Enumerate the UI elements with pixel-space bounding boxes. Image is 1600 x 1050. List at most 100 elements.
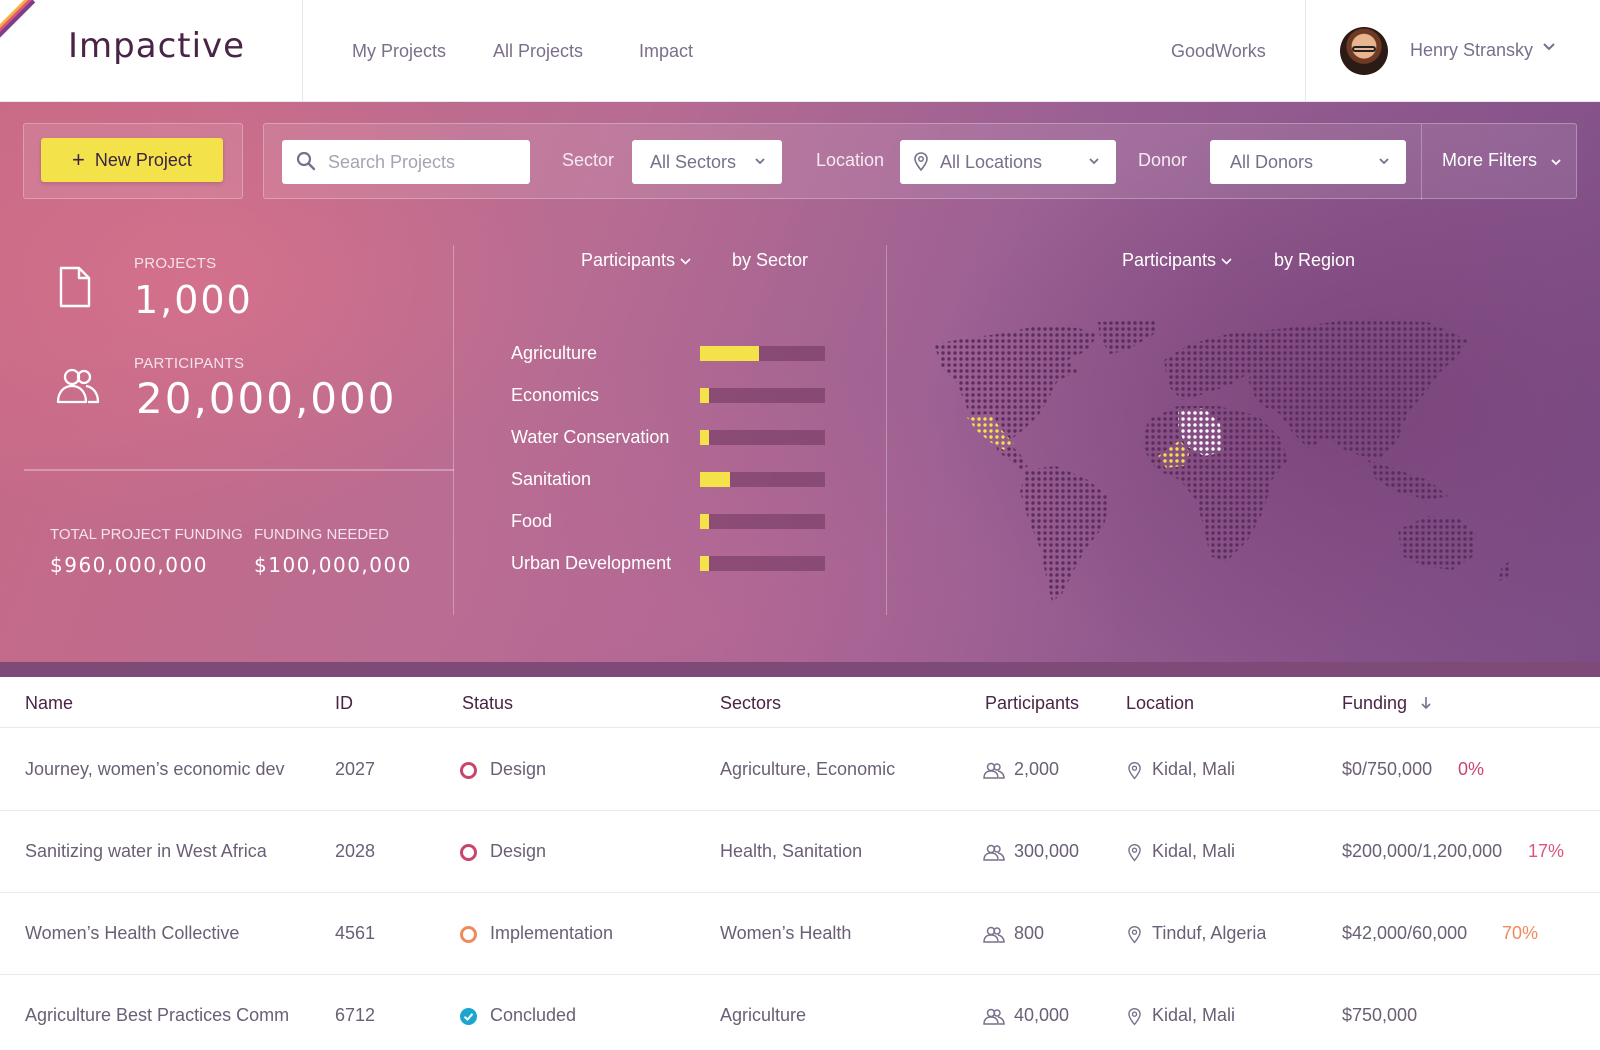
participants-icon: [983, 926, 1005, 943]
sector-bar-track[interactable]: [700, 472, 825, 487]
panel-divider: [886, 245, 887, 615]
sector-bar-label: Food: [511, 511, 553, 531]
cell-name[interactable]: Journey, women’s economic dev: [25, 759, 285, 779]
table-row[interactable]: Journey, women’s economic dev 2027 Desig…: [0, 729, 1600, 811]
map-pin-icon: [1128, 1007, 1141, 1026]
cell-id: 6712: [335, 1005, 376, 1025]
column-header-location[interactable]: Location: [1126, 693, 1195, 713]
app-logo[interactable]: Impactive: [68, 26, 246, 66]
sector-bar-track[interactable]: [700, 514, 825, 529]
map-europe[interactable]: [1164, 334, 1268, 400]
sector-bar: [700, 346, 759, 361]
top-navigation: Impactive My Projects All Projects Impac…: [0, 0, 1600, 102]
more-filters-button[interactable]: More Filters: [1421, 124, 1578, 200]
map-greenland[interactable]: [1098, 320, 1158, 354]
cell-name[interactable]: Sanitizing water in West Africa: [25, 841, 267, 861]
column-header-id[interactable]: ID: [335, 693, 353, 713]
total-funding-value: $960,000,000: [50, 553, 208, 577]
sector-bar: [700, 514, 709, 529]
sector-bar-track[interactable]: [700, 346, 825, 361]
column-header-participants[interactable]: Participants: [985, 693, 1080, 713]
search-input[interactable]: [328, 140, 524, 184]
new-project-label: New Project: [94, 149, 192, 170]
map-south-america[interactable]: [1020, 466, 1110, 602]
map-asia[interactable]: [1228, 320, 1468, 460]
region-metric-label: Participants: [1122, 250, 1217, 270]
org-link[interactable]: GoodWorks: [1171, 41, 1266, 61]
cell-participants: 2,000: [1014, 759, 1060, 779]
table-row[interactable]: Agriculture Best Practices Comm 6712 Con…: [0, 975, 1600, 1050]
cell-id: 4561: [335, 923, 376, 943]
cell-funding-percent: 17%: [1528, 841, 1565, 861]
map-highlight-mexico[interactable]: [966, 414, 1014, 450]
world-dot-map[interactable]: [928, 320, 1558, 620]
participants-icon: [983, 762, 1005, 779]
map-highlight-algeria[interactable]: [1178, 408, 1224, 456]
nav-all-projects[interactable]: All Projects: [493, 41, 584, 61]
sector-filter-label: Sector: [562, 150, 615, 170]
region-panel-title: by Region: [1274, 250, 1356, 270]
region-metric-dropdown[interactable]: Participants: [1122, 250, 1232, 271]
more-filters-label: More Filters: [1442, 150, 1538, 170]
funding-header-label: Funding: [1342, 693, 1408, 713]
projects-table-header: Name ID Status Sectors Participants Loca…: [0, 677, 1600, 728]
column-header-sectors[interactable]: Sectors: [720, 693, 782, 713]
column-header-name[interactable]: Name: [25, 693, 74, 713]
total-funding-label: TOTAL PROJECT FUNDING: [50, 526, 243, 543]
sector-metric-label: Participants: [581, 250, 676, 270]
status-ring-icon: [460, 926, 477, 943]
map-southeast-asia[interactable]: [1368, 460, 1448, 500]
status-ring-icon: [460, 844, 477, 861]
participants-icon: [983, 1008, 1005, 1025]
cell-name[interactable]: Agriculture Best Practices Comm: [25, 1005, 290, 1025]
funding-needed-value: $100,000,000: [254, 553, 412, 577]
column-header-funding[interactable]: Funding: [1342, 693, 1432, 714]
cell-status: Design: [490, 759, 547, 779]
cell-funding: $42,000/60,000: [1342, 923, 1468, 943]
nav-impact[interactable]: Impact: [639, 41, 694, 61]
cell-funding: $750,000: [1342, 1005, 1418, 1025]
table-row[interactable]: Women’s Health Collective 4561 Implement…: [0, 893, 1600, 975]
chevron-down-icon: [1379, 158, 1389, 165]
cell-id: 2028: [335, 841, 376, 861]
chevron-down-icon: [1551, 159, 1561, 166]
cell-participants: 300,000: [1014, 841, 1080, 861]
cell-location: Kidal, Mali: [1152, 759, 1236, 779]
new-project-button[interactable]: + New Project: [41, 138, 223, 182]
sector-bar-track[interactable]: [700, 388, 825, 403]
sector-metric-dropdown[interactable]: Participants: [581, 250, 691, 271]
location-select[interactable]: All Locations: [900, 140, 1116, 184]
cell-id: 2027: [335, 759, 376, 779]
avatar[interactable]: [1340, 27, 1388, 75]
donor-select[interactable]: All Donors: [1210, 140, 1406, 184]
sector-bar-label: Water Conservation: [511, 427, 670, 447]
sector-bar-track[interactable]: [700, 430, 825, 445]
document-icon: [59, 266, 91, 308]
stats-divider: [24, 469, 454, 471]
column-header-status[interactable]: Status: [462, 693, 514, 713]
chevron-down-icon[interactable]: [1542, 40, 1556, 54]
sector-bar-track[interactable]: [700, 556, 825, 571]
cell-funding: $200,000/1,200,000: [1342, 841, 1503, 861]
status-ring-icon: [460, 762, 477, 779]
user-name[interactable]: Henry Stransky: [1410, 40, 1534, 60]
logo-area: Impactive: [0, 0, 303, 102]
table-row[interactable]: Sanitizing water in West Africa 2028 Des…: [0, 811, 1600, 893]
plus-icon: +: [72, 147, 85, 172]
cell-participants: 800: [1014, 923, 1045, 943]
cell-participants: 40,000: [1014, 1005, 1070, 1025]
map-new-zealand[interactable]: [1498, 560, 1512, 582]
user-menu[interactable]: Henry Stransky: [1305, 0, 1600, 102]
map-australia[interactable]: [1398, 516, 1476, 570]
nav-my-projects[interactable]: My Projects: [352, 41, 447, 61]
sort-arrow-down-icon[interactable]: [1420, 696, 1432, 710]
search-box[interactable]: [282, 140, 530, 184]
map-highlight-mali[interactable]: [1158, 440, 1190, 468]
cell-name[interactable]: Women’s Health Collective: [25, 923, 240, 943]
cell-status: Concluded: [490, 1005, 577, 1025]
sector-select[interactable]: All Sectors: [632, 140, 782, 184]
sector-bar-label: Urban Development: [511, 553, 672, 573]
map-pin-icon: [1128, 843, 1141, 862]
map-north-america[interactable]: [934, 326, 1098, 442]
cell-location: Kidal, Mali: [1152, 1005, 1236, 1025]
